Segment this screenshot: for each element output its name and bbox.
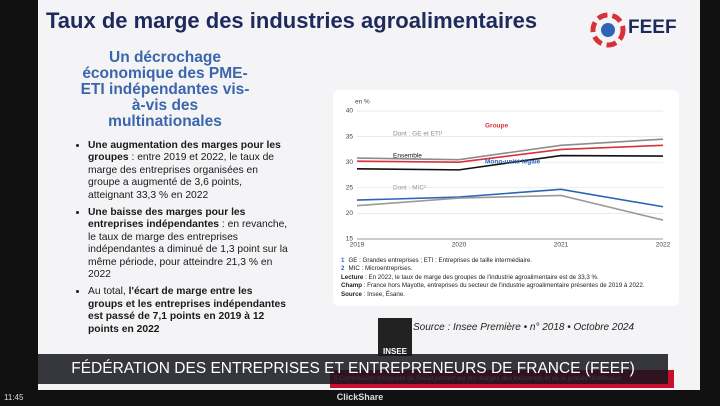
y-tick-label: 40 [346,108,354,115]
subtitle: Un décrochage économique des PME-ETI ind… [80,49,250,130]
series-label: Ensemble [393,153,422,160]
slide-title: Taux de marge des industries agroaliment… [46,8,538,33]
series-line [356,138,664,161]
series-line [356,188,664,208]
y-tick-label: 30 [346,159,354,166]
source: Source : Insee Première • n° 2018 • Octo… [413,322,635,333]
note-text: MIC : Microentreprises. [348,265,413,273]
bullet-text: : entre 2019 et 2022, le taux de marge d… [88,152,275,201]
x-tick-label: 2019 [350,242,365,249]
note-text: : France hors Mayotte, entreprises du se… [361,282,645,290]
note-number: 2 [341,265,345,273]
series-label: Dont : GE et ETI¹ [393,131,444,138]
bullet-text: : en revanche, le taux de marge des entr… [88,219,288,281]
note-text: : Insee, Ésane. [361,290,405,298]
y-tick-label: 35 [346,133,354,140]
bullet-bold: Une augmentation des marges pour les gro… [88,140,281,164]
series-line [356,144,664,164]
x-tick-label: 2021 [554,242,569,249]
app-name: ClickShare [336,392,384,402]
logo-ring [590,12,626,48]
note: Source : Insee, Ésane. [341,291,676,299]
series-line [356,194,664,221]
x-tick-label: 2022 [656,242,671,249]
note: 2 MIC : Microentreprises. [341,265,676,273]
logo: FEEF [590,12,677,48]
bullet: Au total, l'écart de marge entre les gro… [88,286,288,336]
bullet-bold: l'écart de marge entre les groups et les… [88,286,286,335]
bullet-text: Au total, [88,286,129,298]
note: 1 GE : Grandes entreprises ; ETI : Entrep… [341,257,676,265]
y-tick-label: 15 [346,236,354,243]
series-label: Mono-unité légale [485,159,541,166]
note-key: Champ [341,282,362,290]
bullet-bold: Une baisse des marges pour les entrepris… [88,207,246,231]
note-key: Lecture [341,273,364,281]
bullet-list: Une augmentation des marges pour les gro… [72,140,288,341]
banner: FÉDÉRATION DES ENTREPRISES ET ENTREPRENE… [38,354,668,384]
chart-notes: 1 GE : Grandes entreprises ; ETI : Entrep… [341,257,676,299]
clock: 11:45 [4,393,24,402]
chart-panel: en % 15 20 25 30 35 40 2019 2020 2021 2022 Dont : G… [333,90,679,306]
x-tick-label: 2020 [452,242,467,249]
y-tick-label: 20 [346,210,354,217]
bullet: Une baisse des marges pour les entrepris… [88,207,288,281]
note: Champ : France hors Mayotte, entreprises… [341,282,676,290]
logo-dot [601,23,615,37]
chart: en % 15 20 25 30 35 40 2019 2020 2021 2022 Dont : G… [346,99,671,249]
note-key: Source [341,290,362,298]
slide: Taux de marge des industries agroaliment… [38,0,700,390]
y-unit: en % [355,99,370,106]
logo-text: FEEF [628,17,677,38]
series-label: Groupe [485,123,508,130]
series-label: Dont : MIC² [393,185,427,192]
note-number: 1 [341,257,345,264]
y-tick-label: 25 [346,185,354,192]
note: Lecture : En 2022, le taux de marge des … [341,274,676,282]
series-line [356,154,664,171]
note-text: GE : Grandes entreprises ; ETI : Entrepr… [348,257,533,264]
bullet: Une augmentation des marges pour les gro… [88,140,288,202]
note-text: : En 2022, le taux de marge des groupes … [363,273,599,281]
insee-logo: INSEE [378,318,412,356]
